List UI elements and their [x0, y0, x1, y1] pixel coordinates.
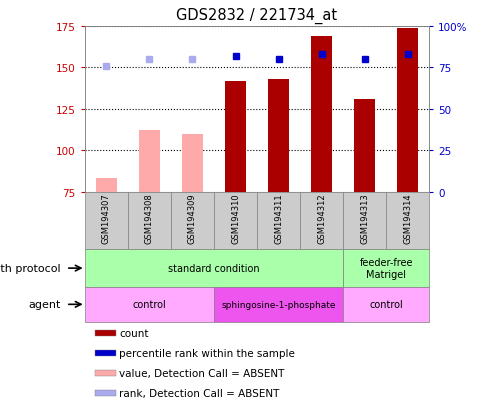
Bar [138, 131, 160, 192]
Text: growth protocol: growth protocol [0, 263, 60, 273]
Bar [342, 287, 428, 322]
Bar [95, 390, 116, 396]
Bar [85, 192, 128, 250]
Bar [396, 28, 418, 192]
Text: GSM194312: GSM194312 [317, 193, 325, 244]
Text: feeder-free
Matrigel: feeder-free Matrigel [359, 258, 412, 279]
Bar [85, 250, 343, 287]
Bar [342, 192, 385, 250]
Text: percentile rank within the sample: percentile rank within the sample [119, 348, 295, 358]
Bar [182, 134, 203, 192]
Bar [95, 179, 117, 192]
Text: rank, Detection Call = ABSENT: rank, Detection Call = ABSENT [119, 388, 279, 398]
Bar [353, 100, 375, 192]
Text: GSM194310: GSM194310 [230, 193, 240, 244]
Text: control: control [132, 299, 166, 310]
Bar [342, 250, 428, 287]
Bar [95, 330, 116, 336]
Text: GSM194313: GSM194313 [360, 193, 368, 244]
Bar [300, 192, 342, 250]
Bar [213, 287, 342, 322]
Text: GSM194314: GSM194314 [402, 193, 411, 244]
Bar [85, 287, 213, 322]
Text: GSM194307: GSM194307 [102, 193, 111, 244]
Title: GDS2832 / 221734_at: GDS2832 / 221734_at [176, 8, 337, 24]
Bar [128, 192, 170, 250]
Text: GSM194308: GSM194308 [145, 193, 153, 244]
Bar [95, 350, 116, 356]
Bar [170, 192, 213, 250]
Text: sphingosine-1-phosphate: sphingosine-1-phosphate [221, 300, 335, 309]
Bar [267, 80, 289, 192]
Text: count: count [119, 328, 149, 338]
Text: standard condition: standard condition [168, 263, 259, 273]
Bar [310, 37, 332, 192]
Text: GSM194309: GSM194309 [188, 193, 197, 244]
Text: control: control [368, 299, 402, 310]
Bar [257, 192, 300, 250]
Bar [213, 192, 257, 250]
Bar [385, 192, 428, 250]
Text: GSM194311: GSM194311 [273, 193, 283, 244]
Text: value, Detection Call = ABSENT: value, Detection Call = ABSENT [119, 368, 284, 378]
Bar [224, 81, 246, 192]
Bar [95, 370, 116, 376]
Text: agent: agent [29, 299, 60, 310]
